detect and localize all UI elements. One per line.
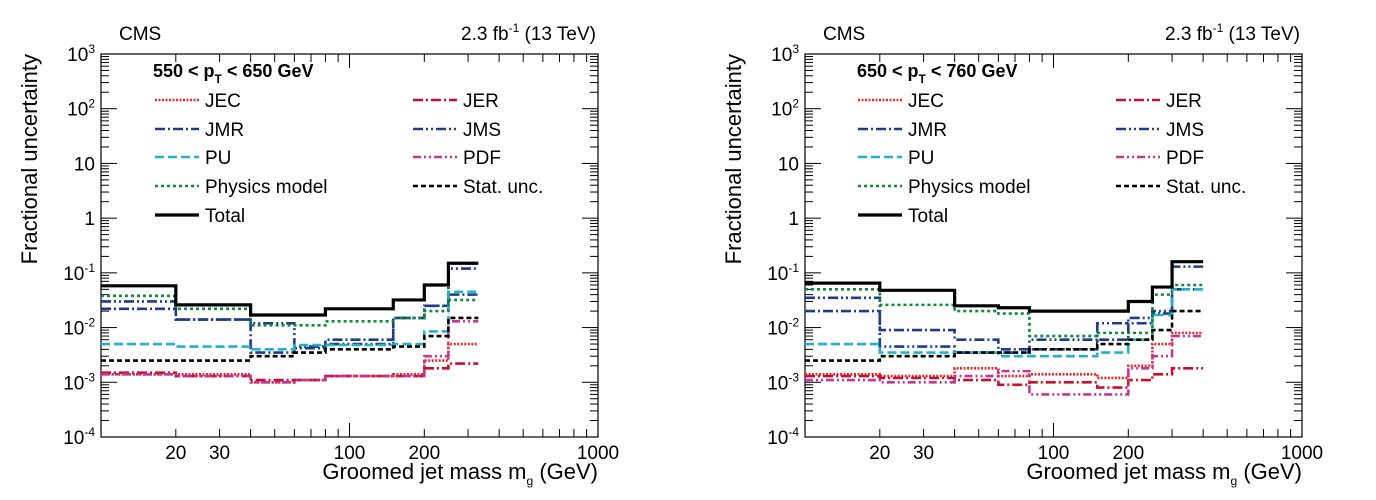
x-axis-label: Groomed jet mass mg (GeV) bbox=[322, 459, 598, 488]
legend-label: JMS bbox=[463, 120, 501, 141]
legend-label: PU bbox=[908, 148, 934, 169]
x-tick-label: 200 bbox=[1112, 443, 1144, 464]
legend-label: JEC bbox=[205, 91, 241, 112]
legend-label: Stat. unc. bbox=[463, 177, 543, 198]
legend-label: JMR bbox=[908, 120, 947, 141]
x-tick-label: 100 bbox=[334, 443, 366, 464]
y-tick-label: 10-2 bbox=[767, 316, 799, 340]
series-jms bbox=[805, 265, 1204, 354]
y-tick-label: 10-1 bbox=[63, 261, 95, 285]
series-pdf bbox=[805, 334, 1204, 396]
x-tick-label: 30 bbox=[913, 443, 934, 464]
x-tick-label: 1000 bbox=[577, 443, 619, 464]
x-tick-label: 20 bbox=[165, 443, 186, 464]
series-stat-unc- bbox=[101, 316, 479, 362]
y-tick-label: 102 bbox=[67, 97, 95, 121]
x-tick-label: 30 bbox=[209, 443, 230, 464]
legend-label: PDF bbox=[463, 148, 501, 169]
y-tick-label: 10 bbox=[74, 154, 95, 175]
y-axis-label: Fractional uncertainty bbox=[17, 54, 42, 264]
y-tick-label: 10-3 bbox=[63, 370, 95, 394]
x-tick-label: 200 bbox=[408, 443, 440, 464]
series-pu bbox=[805, 288, 1204, 358]
plot-frame bbox=[100, 53, 599, 438]
series-jer bbox=[101, 362, 479, 382]
y-tick-label: 10-4 bbox=[767, 425, 799, 449]
legend-label: JER bbox=[1166, 91, 1202, 112]
legend-label: JMS bbox=[1166, 120, 1204, 141]
legend-label: Physics model bbox=[908, 177, 1031, 198]
x-tick-label: 100 bbox=[1038, 443, 1070, 464]
pt-bin-label: 650 < pT < 760 GeV bbox=[857, 61, 1017, 86]
legend-label: JMR bbox=[205, 120, 244, 141]
y-tick-label: 102 bbox=[771, 97, 799, 121]
series-jec bbox=[805, 331, 1204, 380]
y-tick-label: 103 bbox=[67, 42, 95, 66]
series-jer bbox=[805, 367, 1204, 389]
x-axis-label: Groomed jet mass mg (GeV) bbox=[1026, 459, 1302, 488]
series-pdf bbox=[101, 320, 479, 384]
luminosity-label: 2.3 fb-1 (13 TeV) bbox=[461, 21, 596, 45]
y-tick-label: 1 bbox=[788, 209, 799, 230]
legend-label: PU bbox=[205, 148, 231, 169]
x-tick-label: 1000 bbox=[1281, 443, 1323, 464]
legend-label: JER bbox=[463, 91, 499, 112]
pt-bin-label: 550 < pT < 650 GeV bbox=[153, 61, 313, 86]
y-tick-label: 103 bbox=[771, 42, 799, 66]
experiment-label: CMS bbox=[823, 24, 865, 45]
legend-label: JEC bbox=[908, 91, 944, 112]
y-tick-label: 10-3 bbox=[767, 370, 799, 394]
legend-label: PDF bbox=[1166, 148, 1204, 169]
legend-label: Total bbox=[908, 206, 948, 227]
x-tick-label: 20 bbox=[869, 443, 890, 464]
y-tick-label: 10-1 bbox=[767, 261, 799, 285]
legend-label: Physics model bbox=[205, 177, 328, 198]
legend-label: Stat. unc. bbox=[1166, 177, 1246, 198]
y-tick-label: 10-4 bbox=[63, 425, 95, 449]
y-tick-label: 10-2 bbox=[63, 316, 95, 340]
series-total bbox=[805, 260, 1204, 313]
series-pu bbox=[101, 290, 479, 351]
y-axis-label: Fractional uncertainty bbox=[721, 54, 746, 264]
experiment-label: CMS bbox=[119, 24, 161, 45]
series-jmr bbox=[805, 288, 1204, 351]
luminosity-label: 2.3 fb-1 (13 TeV) bbox=[1165, 21, 1300, 45]
series-jms bbox=[101, 267, 479, 348]
series-total bbox=[101, 261, 479, 317]
y-tick-label: 1 bbox=[84, 209, 95, 230]
series-physics-model bbox=[805, 283, 1204, 338]
series-stat-unc- bbox=[805, 309, 1204, 362]
legend-label: Total bbox=[205, 206, 245, 227]
y-tick-label: 10 bbox=[778, 154, 799, 175]
